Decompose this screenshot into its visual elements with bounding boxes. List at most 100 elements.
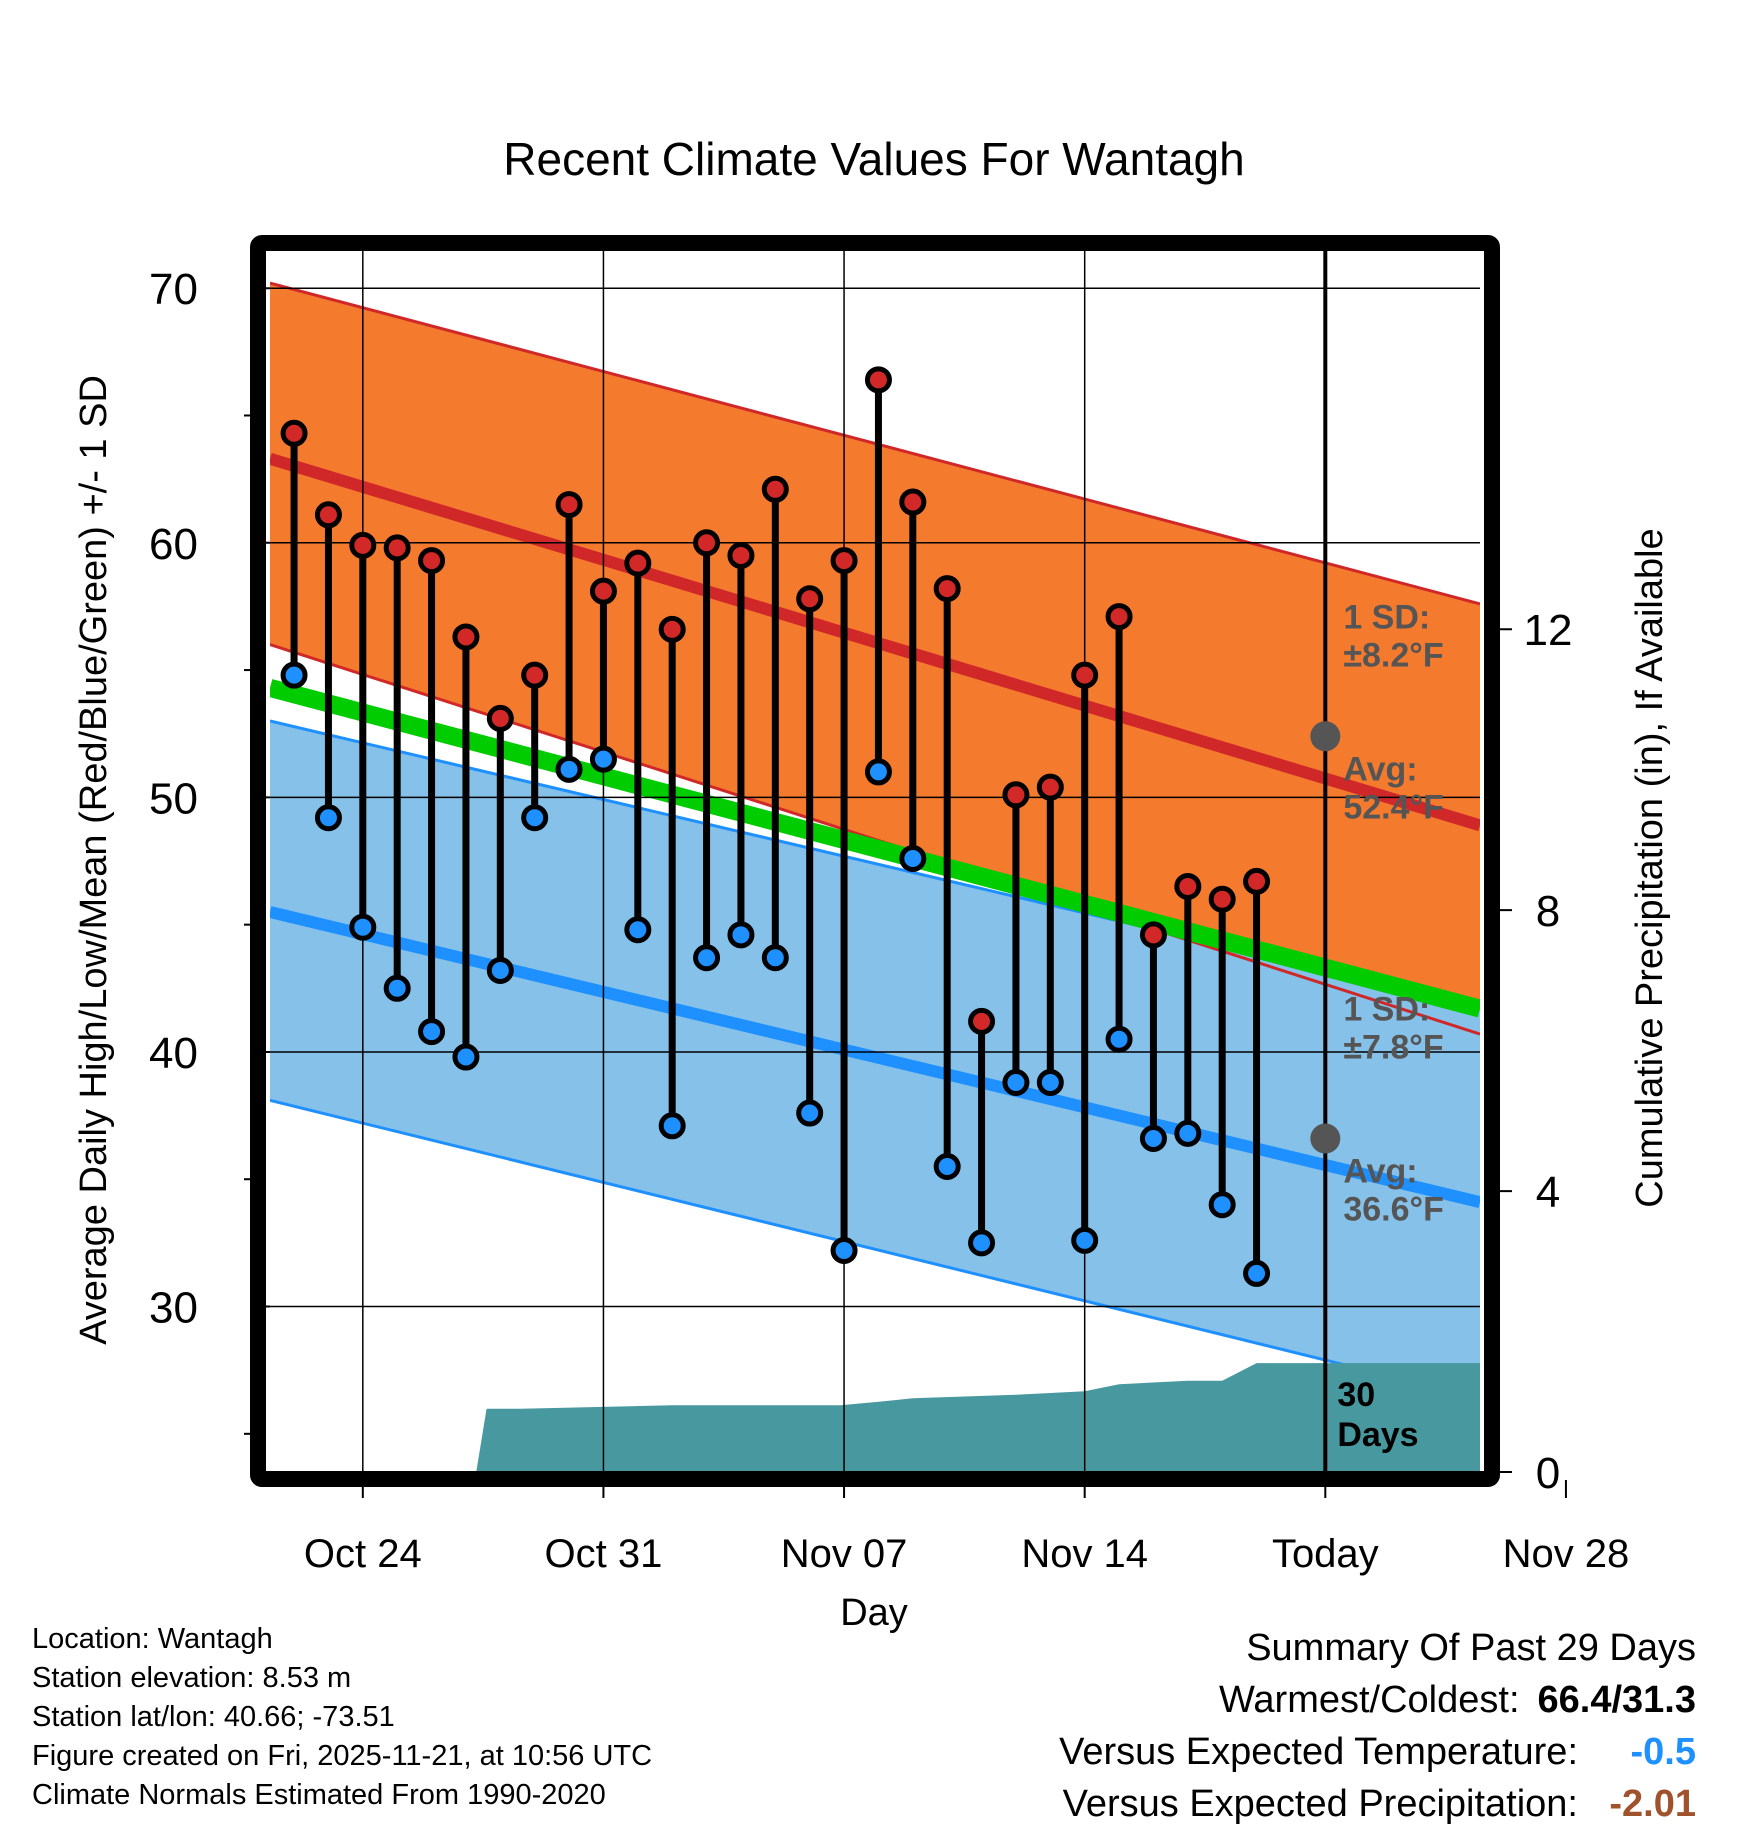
low-temp-dot — [1243, 1259, 1271, 1287]
high-temp-dot — [486, 704, 514, 732]
low-temp-dot — [521, 804, 549, 832]
high-sd-value: ±8.2°F — [1343, 636, 1443, 674]
y2-tick-label: 4 — [1536, 1168, 1560, 1217]
x-tick-label: Nov 14 — [1021, 1532, 1148, 1576]
high-temp-dot — [796, 585, 824, 613]
low-temp-dot — [486, 956, 514, 984]
high-temp-dot — [624, 549, 652, 577]
x-tick-label: Oct 31 — [545, 1532, 663, 1576]
y2-tick-label: 8 — [1536, 887, 1560, 936]
high-temp-dot — [589, 577, 617, 605]
summary-panel: Summary Of Past 29 Days Warmest/Coldest:… — [1059, 1622, 1696, 1830]
high-avg-value: 52.4°F — [1343, 788, 1444, 826]
high-temp-dot — [383, 534, 411, 562]
high-temp-dot — [521, 661, 549, 689]
low-temp-dot — [933, 1153, 961, 1180]
low-sd-value: ±7.8°F — [1343, 1028, 1443, 1066]
high-temp-dot — [1139, 921, 1167, 949]
low-normal-line — [270, 906, 1480, 1208]
high-temp-dot — [968, 1007, 996, 1035]
plot-frame — [250, 235, 1500, 1487]
high-temp-dot — [761, 475, 789, 503]
low-avg-title: Avg: — [1343, 1152, 1417, 1190]
precip-area — [476, 1363, 1480, 1472]
high-temp-dot — [1105, 603, 1133, 631]
summary-heading: Summary Of Past 29 Days — [1246, 1627, 1696, 1669]
elevation-text: Station elevation: 8.53 m — [32, 1662, 352, 1694]
precip-row: Versus Expected Precipitation: -2.01 — [1059, 1778, 1696, 1830]
high-temp-dot — [727, 542, 755, 569]
high-temp-dot — [418, 547, 446, 575]
high-temp-dot — [280, 419, 308, 447]
low-temp-dot — [349, 913, 377, 941]
warmest-row: Warmest/Coldest: 66.4/31.3 — [1059, 1674, 1696, 1726]
low-temp-dot — [830, 1237, 858, 1265]
high-temp-dot — [899, 488, 927, 516]
high-sd-title: 1 SD: — [1343, 598, 1430, 636]
plot-overlay: 30 40 50 60 70 0 4 8 12 Oct 24 Oct 31 Nov 07 Nov 14 T… — [149, 235, 1630, 1576]
high-temp-dot — [1002, 781, 1030, 809]
high-temp-dot — [314, 501, 342, 529]
temp-label: Versus Expected Temperature: — [1059, 1731, 1578, 1773]
y-axis-label: Average Daily High/Low/Mean (Red/Blue/Gr… — [73, 375, 115, 1345]
precip-value: -2.01 — [1609, 1783, 1696, 1825]
today-high-avg-marker — [1310, 721, 1341, 752]
low-temp-dot — [761, 944, 789, 972]
low-temp-dot — [1071, 1226, 1099, 1254]
y-tick-label: 40 — [149, 1029, 198, 1078]
precip-label: Versus Expected Precipitation: — [1062, 1783, 1578, 1825]
high-temp-dot — [1208, 885, 1236, 913]
today-low-avg-marker — [1310, 1123, 1341, 1154]
y-tick-label: 60 — [149, 520, 198, 569]
high-temp-dot — [1036, 773, 1064, 801]
mean-normal-line — [270, 679, 1480, 1018]
low-temp-dot — [864, 758, 892, 786]
x-axis-label: Day — [840, 1592, 908, 1634]
high-temp-dot — [349, 531, 377, 559]
low-temp-dot — [624, 916, 652, 944]
y-tick-label: 30 — [149, 1284, 198, 1333]
low-temp-dot — [383, 974, 411, 1002]
x-tick-label: Today — [1272, 1532, 1379, 1576]
low-temp-dot — [899, 844, 927, 872]
low-temp-dot — [727, 921, 755, 949]
low-sd-lower-edge — [270, 1098, 1480, 1400]
low-temp-dot — [314, 804, 342, 832]
high-temp-dot — [864, 366, 892, 394]
warmest-label: Warmest/Coldest: — [1218, 1679, 1520, 1721]
low-temp-dot — [418, 1018, 446, 1046]
warmest-value: 66.4/31.3 — [1537, 1679, 1696, 1721]
low-temp-dot — [1174, 1119, 1202, 1147]
low-temp-dot — [796, 1099, 824, 1127]
x-tick-label: Nov 28 — [1503, 1532, 1630, 1576]
low-sd-title: 1 SD: — [1343, 990, 1430, 1028]
high-temp-dot — [658, 615, 686, 643]
low-temp-dot — [452, 1043, 480, 1071]
high-temp-dot — [830, 547, 858, 575]
low-avg-value: 36.6°F — [1343, 1190, 1444, 1228]
low-temp-dot — [1208, 1191, 1236, 1219]
high-temp-dot — [933, 575, 961, 603]
temp-row: Versus Expected Temperature: -0.5 — [1059, 1726, 1696, 1778]
location-text: Location: Wantagh — [32, 1623, 273, 1655]
normals-text: Climate Normals Estimated From 1990-2020 — [32, 1779, 606, 1811]
low-temp-dot — [968, 1229, 996, 1257]
high-temp-dot — [1174, 872, 1202, 900]
chart-title: Recent Climate Values For Wantagh — [503, 133, 1244, 185]
high-avg-title: Avg: — [1343, 750, 1417, 788]
y2-tick-label: 12 — [1524, 606, 1573, 655]
temp-value: -0.5 — [1630, 1731, 1696, 1773]
y2-axis-label: Cumulative Precipitation (in), If Availa… — [1629, 528, 1671, 1207]
high-temp-dot — [1071, 661, 1099, 689]
y-tick-label: 70 — [149, 265, 198, 314]
x-tick-label: Nov 07 — [781, 1532, 908, 1576]
created-text: Figure created on Fri, 2025-11-21, at 10… — [32, 1740, 653, 1772]
days-label-line1: 30 — [1337, 1376, 1375, 1414]
y2-tick-label: 0 — [1536, 1449, 1560, 1498]
high-temp-dot — [555, 491, 583, 519]
low-temp-dot — [280, 661, 308, 689]
low-temp-dot — [555, 755, 583, 783]
high-temp-dot — [1243, 867, 1271, 895]
